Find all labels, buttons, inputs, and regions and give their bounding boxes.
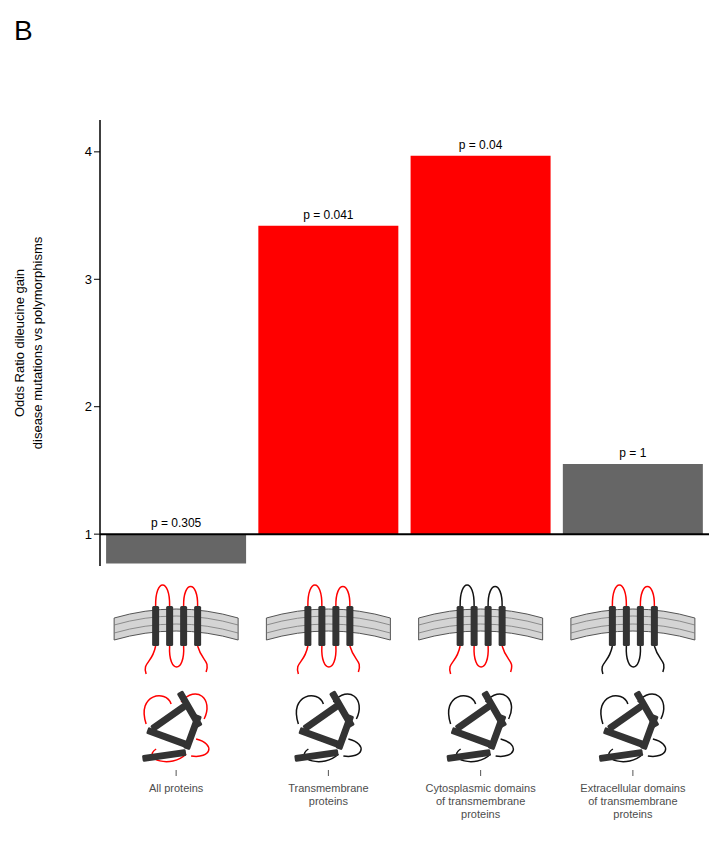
svg-text:B: B [14, 15, 33, 46]
svg-text:All proteins: All proteins [149, 782, 204, 794]
svg-text:3: 3 [85, 272, 92, 287]
svg-text:p = 0.305: p = 0.305 [151, 516, 202, 530]
svg-text:Odds Ratio dileucine gain: Odds Ratio dileucine gain [12, 269, 27, 417]
svg-text:Extracellular domains: Extracellular domains [580, 782, 686, 794]
svg-text:Transmembrane: Transmembrane [288, 782, 368, 794]
svg-text:1: 1 [85, 527, 92, 542]
svg-text:of transmembrane: of transmembrane [588, 795, 677, 807]
svg-text:4: 4 [85, 144, 92, 159]
svg-text:Cytosplasmic domains: Cytosplasmic domains [426, 782, 537, 794]
svg-text:p = 0.04: p = 0.04 [459, 138, 503, 152]
svg-text:proteins: proteins [309, 795, 349, 807]
svg-text:2: 2 [85, 399, 92, 414]
svg-text:proteins: proteins [613, 808, 653, 820]
svg-text:of transmembrane: of transmembrane [436, 795, 525, 807]
svg-text:p = 1: p = 1 [619, 446, 646, 460]
svg-text:proteins: proteins [461, 808, 501, 820]
svg-text:p = 0.041: p = 0.041 [303, 208, 354, 222]
svg-text:disease mutations vs polymorph: disease mutations vs polymorphisms [30, 236, 45, 449]
